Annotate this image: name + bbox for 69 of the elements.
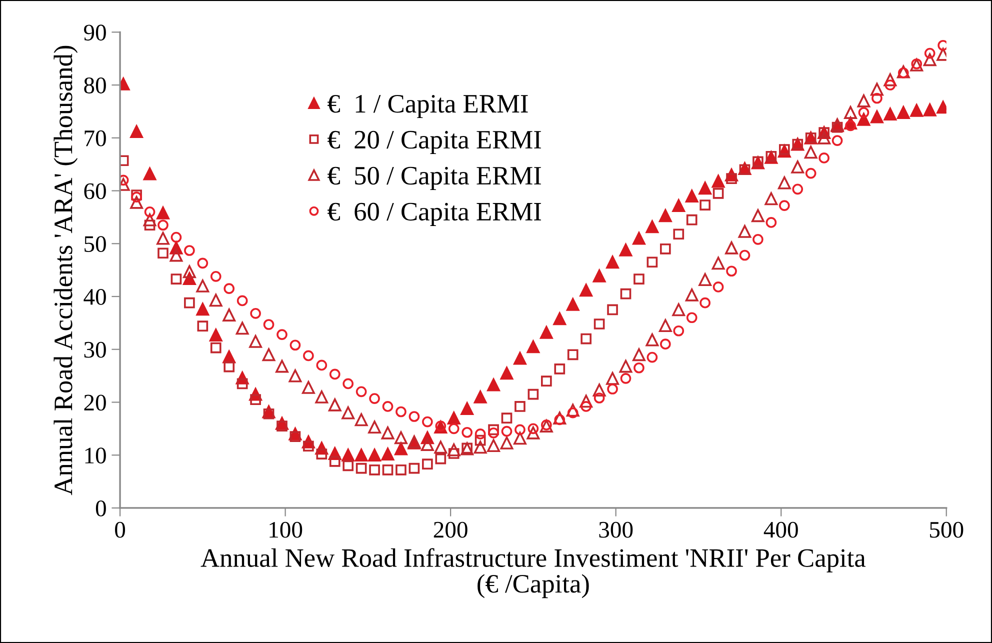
y-tick-label: 70 <box>84 130 106 146</box>
y-tick-label: 40 <box>84 288 106 305</box>
point <box>382 464 394 476</box>
point <box>594 318 605 330</box>
point <box>673 228 684 240</box>
y-tick-label: 90 <box>84 24 106 41</box>
point <box>356 462 367 474</box>
point <box>554 364 566 374</box>
point <box>210 342 222 354</box>
point <box>184 297 195 308</box>
point <box>197 320 208 332</box>
point <box>422 458 433 470</box>
point <box>541 376 552 387</box>
point <box>224 361 235 372</box>
legend-label: € 60 / Capita ERMI <box>328 202 542 226</box>
x-tick-label: 200 <box>434 522 468 538</box>
x-tick-label: 300 <box>599 522 633 538</box>
y-tick-label: 10 <box>85 448 106 464</box>
point <box>462 442 473 454</box>
point <box>263 408 274 420</box>
point <box>250 394 261 406</box>
point <box>303 440 314 452</box>
point <box>686 214 698 226</box>
x-tick-label: 500 <box>930 522 964 538</box>
point <box>528 388 539 400</box>
y-tick-label: 20 <box>84 394 106 411</box>
point <box>712 188 724 199</box>
y-tick-label: 30 <box>84 342 106 358</box>
point <box>700 200 710 210</box>
point <box>607 304 618 316</box>
x-axis-title: Annual New Road Infrastructure Investiment 'NRII' Per Capita (€ /Capita) <box>200 548 866 598</box>
x-tick-label: 400 <box>764 522 798 538</box>
legend-label: € 20 / Capita ERMI <box>328 130 542 154</box>
y-tick-label: 0 <box>96 500 106 516</box>
point <box>290 431 301 442</box>
point <box>620 288 632 300</box>
point <box>832 122 843 133</box>
point <box>488 424 499 436</box>
point <box>514 401 526 412</box>
point <box>342 460 354 472</box>
point <box>567 349 578 360</box>
point <box>329 456 340 467</box>
point <box>739 164 750 176</box>
point <box>144 220 156 231</box>
point <box>634 274 644 284</box>
x-tick-label: 100 <box>270 522 302 538</box>
point <box>316 448 328 460</box>
point <box>236 378 248 390</box>
y-tick-label: 50 <box>84 236 106 252</box>
point <box>158 248 168 259</box>
legend-label: € 50 / Capita ERMI <box>328 166 542 190</box>
point <box>580 333 592 344</box>
x-tick-label: 0 <box>115 522 126 538</box>
legend-label: € 1 / Capita ERMI <box>328 94 528 118</box>
point <box>501 412 512 424</box>
point <box>660 243 671 254</box>
y-tick-label: 80 <box>84 78 106 94</box>
point <box>646 256 658 268</box>
point <box>448 448 460 459</box>
point <box>726 173 737 184</box>
point <box>474 434 486 446</box>
point <box>369 464 380 476</box>
point <box>170 274 182 284</box>
point <box>408 462 420 474</box>
point <box>435 453 446 464</box>
point <box>778 144 790 155</box>
y-axis-title: Annual Road Accidents 'ARA' (Thousand) <box>54 46 78 496</box>
point <box>396 464 406 476</box>
y-tick-label: 60 <box>84 183 106 200</box>
